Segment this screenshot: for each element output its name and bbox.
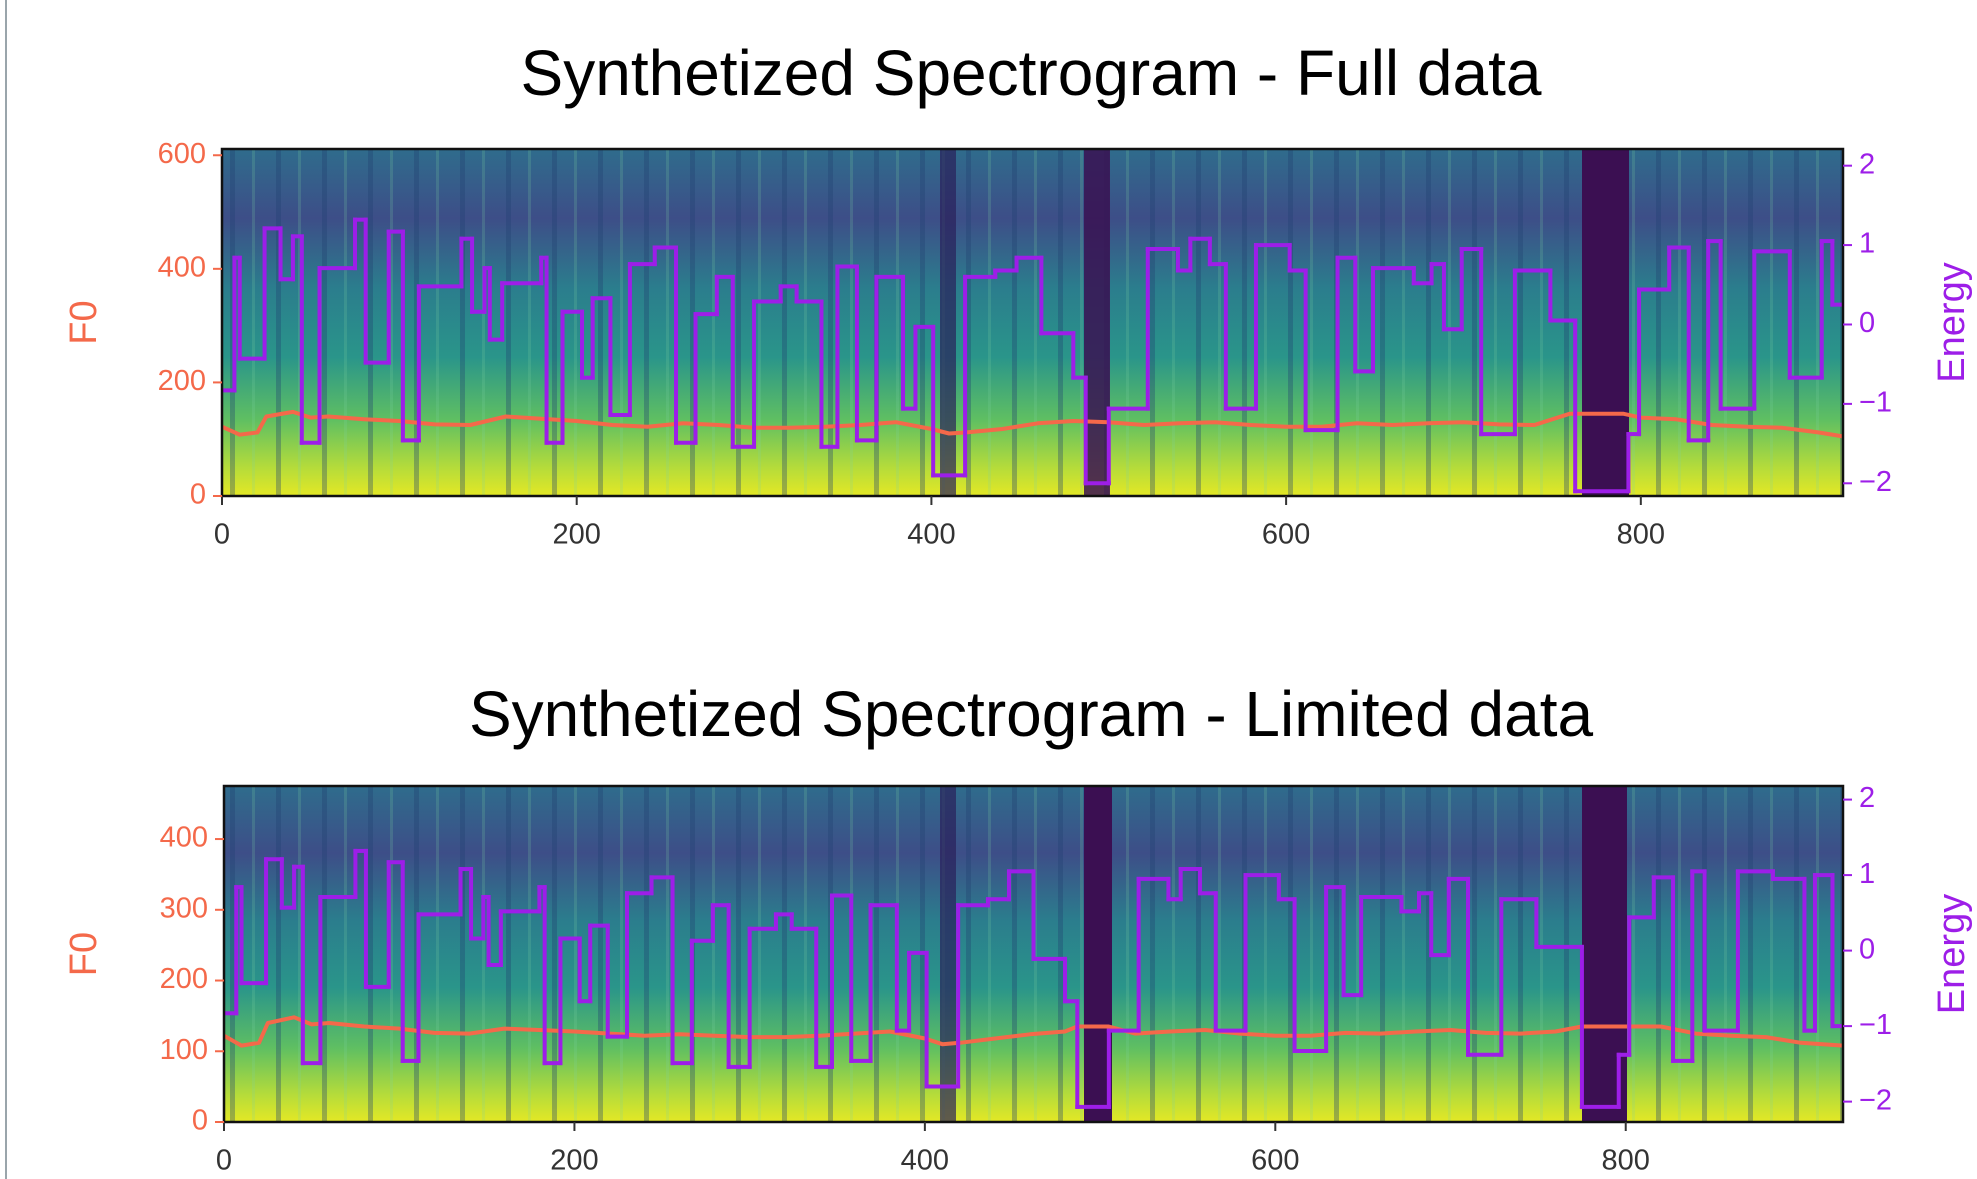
y-tick-label: 100 bbox=[160, 1034, 208, 1066]
chart-title: Synthetized Spectrogram - Limited data bbox=[469, 678, 1594, 750]
y-tick-label: 300 bbox=[160, 892, 208, 924]
y2-tick-label: −2 bbox=[1859, 1084, 1892, 1116]
y-tick-label: 400 bbox=[158, 251, 206, 283]
x-tick-label: 400 bbox=[907, 519, 955, 551]
x-tick-label: 800 bbox=[1617, 519, 1665, 551]
x-tick-label: 0 bbox=[214, 519, 230, 551]
y2-tick-label: 0 bbox=[1859, 933, 1875, 965]
y2-tick-label: 1 bbox=[1859, 228, 1875, 260]
y2-axis-label: Energy bbox=[1931, 894, 1973, 1014]
y2-tick-label: 2 bbox=[1859, 782, 1875, 814]
y2-tick-label: 1 bbox=[1859, 858, 1875, 890]
y2-tick-label: −1 bbox=[1859, 1009, 1892, 1041]
y2-tick-label: −1 bbox=[1859, 387, 1892, 419]
spectrogram bbox=[222, 149, 1843, 496]
y-axis-label: F0 bbox=[63, 300, 105, 344]
x-tick-label: 200 bbox=[550, 1145, 598, 1177]
x-tick-label: 600 bbox=[1251, 1145, 1299, 1177]
y-tick-label: 400 bbox=[160, 822, 208, 854]
x-tick-label: 200 bbox=[553, 519, 601, 551]
y-tick-label: 0 bbox=[190, 479, 206, 511]
plot-data bbox=[222, 217, 1843, 494]
y2-tick-label: 0 bbox=[1859, 307, 1875, 339]
y2-tick-label: 2 bbox=[1859, 148, 1875, 180]
y-tick-label: 600 bbox=[158, 138, 206, 170]
x-tick-label: 600 bbox=[1262, 519, 1310, 551]
y-tick-label: 200 bbox=[160, 963, 208, 995]
plot-data bbox=[224, 848, 1843, 1109]
y2-tick-label: −2 bbox=[1859, 466, 1892, 498]
x-tick-label: 800 bbox=[1602, 1145, 1650, 1177]
y2-axis-label: Energy bbox=[1931, 262, 1973, 382]
chart-title: Synthetized Spectrogram - Full data bbox=[521, 37, 1542, 109]
x-tick-label: 400 bbox=[901, 1145, 949, 1177]
plot-frame bbox=[222, 784, 1845, 1124]
y-axis-label: F0 bbox=[63, 932, 105, 976]
y-tick-label: 0 bbox=[192, 1105, 208, 1137]
y-tick-label: 200 bbox=[158, 365, 206, 397]
plot-frame bbox=[220, 147, 1845, 498]
x-tick-label: 0 bbox=[216, 1145, 232, 1177]
